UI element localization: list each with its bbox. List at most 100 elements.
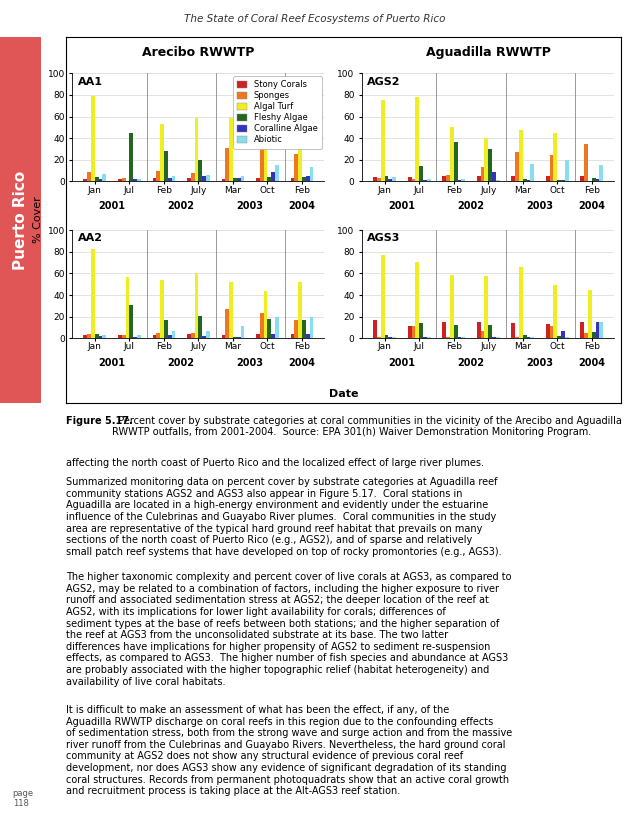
- Text: AA1: AA1: [77, 77, 103, 86]
- Bar: [374, 319, 377, 338]
- Bar: [492, 337, 496, 338]
- Bar: [457, 180, 461, 182]
- Bar: [561, 180, 565, 182]
- Bar: [187, 334, 191, 338]
- Bar: [103, 174, 106, 182]
- Bar: [580, 322, 584, 338]
- Bar: [99, 336, 103, 338]
- Bar: [260, 144, 264, 182]
- Bar: [129, 305, 133, 338]
- Bar: [290, 178, 294, 182]
- Bar: [309, 317, 313, 338]
- Text: Summarized monitoring data on percent cover by substrate categories at Aguadilla: Summarized monitoring data on percent co…: [66, 477, 501, 557]
- Bar: [457, 337, 461, 338]
- Bar: [122, 178, 125, 182]
- Text: 2003: 2003: [237, 200, 264, 211]
- Bar: [515, 152, 519, 182]
- Bar: [272, 334, 275, 338]
- Bar: [222, 335, 226, 338]
- Bar: [275, 317, 279, 338]
- Text: % Cover: % Cover: [33, 196, 43, 244]
- Bar: [588, 289, 592, 338]
- Bar: [392, 337, 396, 338]
- Bar: [91, 96, 95, 182]
- Bar: [202, 176, 206, 182]
- Bar: [385, 335, 389, 338]
- Bar: [237, 178, 241, 182]
- Bar: [152, 335, 156, 338]
- Bar: [484, 275, 488, 338]
- Bar: [103, 335, 106, 338]
- Bar: [381, 100, 385, 182]
- Bar: [226, 309, 229, 338]
- Text: AGS3: AGS3: [367, 233, 401, 244]
- Text: 2002: 2002: [457, 358, 484, 368]
- Bar: [523, 335, 527, 338]
- Bar: [272, 172, 275, 182]
- Bar: [222, 179, 226, 182]
- Bar: [137, 179, 140, 182]
- Bar: [309, 167, 313, 182]
- Bar: [550, 156, 554, 182]
- Bar: [298, 282, 302, 338]
- Bar: [408, 326, 411, 338]
- Bar: [584, 333, 588, 338]
- Bar: [595, 179, 599, 182]
- Bar: [415, 262, 419, 338]
- Text: 2004: 2004: [578, 200, 605, 211]
- Bar: [492, 172, 496, 182]
- Bar: [198, 160, 202, 182]
- Bar: [229, 117, 233, 182]
- Bar: [558, 180, 561, 182]
- Bar: [156, 170, 160, 182]
- Text: AA2: AA2: [77, 233, 103, 244]
- Bar: [408, 177, 411, 182]
- Bar: [233, 337, 237, 338]
- Bar: [496, 337, 500, 338]
- Bar: [446, 337, 450, 338]
- Bar: [427, 337, 430, 338]
- Bar: [419, 166, 423, 182]
- Text: 2002: 2002: [168, 200, 195, 211]
- Text: The higher taxonomic complexity and percent cover of live corals at AGS3, as com: The higher taxonomic complexity and perc…: [66, 572, 512, 686]
- Text: 2004: 2004: [289, 358, 316, 368]
- Bar: [187, 178, 191, 182]
- Bar: [450, 275, 454, 338]
- Bar: [91, 249, 95, 338]
- Bar: [233, 178, 237, 182]
- Bar: [374, 177, 377, 182]
- Bar: [477, 322, 481, 338]
- Text: 2001: 2001: [99, 200, 125, 211]
- Bar: [118, 335, 122, 338]
- Bar: [302, 319, 306, 338]
- Bar: [427, 179, 430, 182]
- Bar: [191, 173, 195, 182]
- Text: 2001: 2001: [389, 200, 415, 211]
- Bar: [171, 331, 175, 338]
- Text: affecting the north coast of Puerto Rico and the localized effect of large river: affecting the north coast of Puerto Rico…: [66, 458, 484, 468]
- Bar: [423, 180, 427, 182]
- Bar: [419, 323, 423, 338]
- Bar: [446, 175, 450, 182]
- Bar: [484, 139, 488, 182]
- Bar: [241, 326, 244, 338]
- Text: Arecibo RWWTP: Arecibo RWWTP: [142, 46, 255, 59]
- Bar: [561, 331, 565, 338]
- Bar: [294, 319, 298, 338]
- Bar: [488, 325, 492, 338]
- Bar: [554, 285, 558, 338]
- Bar: [306, 334, 309, 338]
- Bar: [95, 177, 99, 182]
- Bar: [515, 337, 519, 338]
- Bar: [584, 143, 588, 182]
- Bar: [565, 337, 569, 338]
- Bar: [206, 331, 210, 338]
- Bar: [415, 97, 419, 182]
- Bar: [512, 323, 515, 338]
- Text: 2003: 2003: [527, 200, 554, 211]
- Bar: [129, 133, 133, 182]
- Bar: [168, 178, 171, 182]
- Bar: [260, 314, 264, 338]
- Bar: [599, 322, 603, 338]
- Text: 2004: 2004: [289, 200, 316, 211]
